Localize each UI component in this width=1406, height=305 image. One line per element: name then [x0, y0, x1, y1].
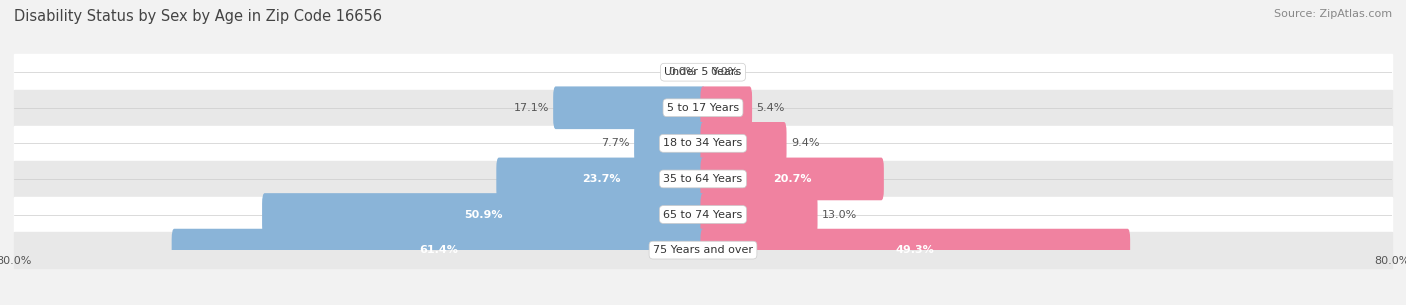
FancyBboxPatch shape: [700, 122, 786, 165]
FancyBboxPatch shape: [634, 122, 706, 165]
Bar: [14, 161, 1392, 197]
Text: 5.4%: 5.4%: [756, 103, 785, 113]
FancyBboxPatch shape: [700, 158, 884, 200]
Text: 0.0%: 0.0%: [710, 67, 738, 77]
Text: 35 to 64 Years: 35 to 64 Years: [664, 174, 742, 184]
Bar: [14, 54, 1392, 90]
Text: Under 5 Years: Under 5 Years: [665, 67, 741, 77]
Text: 5 to 17 Years: 5 to 17 Years: [666, 103, 740, 113]
Text: Disability Status by Sex by Age in Zip Code 16656: Disability Status by Sex by Age in Zip C…: [14, 9, 382, 24]
Text: 65 to 74 Years: 65 to 74 Years: [664, 210, 742, 220]
FancyBboxPatch shape: [700, 229, 1130, 271]
Text: 20.7%: 20.7%: [773, 174, 811, 184]
Text: 18 to 34 Years: 18 to 34 Years: [664, 138, 742, 148]
Bar: [14, 197, 1392, 232]
FancyBboxPatch shape: [553, 86, 706, 129]
FancyBboxPatch shape: [496, 158, 706, 200]
Text: 61.4%: 61.4%: [419, 245, 458, 255]
Bar: [14, 126, 1392, 161]
Text: Source: ZipAtlas.com: Source: ZipAtlas.com: [1274, 9, 1392, 19]
Text: 9.4%: 9.4%: [790, 138, 820, 148]
Text: 75 Years and over: 75 Years and over: [652, 245, 754, 255]
Bar: [14, 232, 1392, 268]
Text: 49.3%: 49.3%: [896, 245, 935, 255]
Text: 13.0%: 13.0%: [823, 210, 858, 220]
Text: 0.0%: 0.0%: [668, 67, 696, 77]
FancyBboxPatch shape: [700, 193, 817, 236]
Text: 23.7%: 23.7%: [582, 174, 620, 184]
Text: 7.7%: 7.7%: [602, 138, 630, 148]
FancyBboxPatch shape: [262, 193, 706, 236]
Bar: [14, 90, 1392, 126]
Text: 50.9%: 50.9%: [464, 210, 503, 220]
FancyBboxPatch shape: [172, 229, 706, 271]
Text: 17.1%: 17.1%: [513, 103, 548, 113]
FancyBboxPatch shape: [700, 86, 752, 129]
